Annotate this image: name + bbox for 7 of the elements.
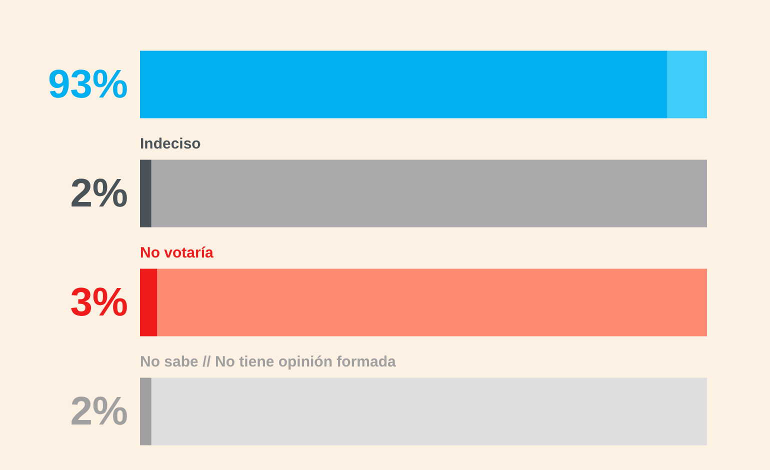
y-tick-label: No votaría — [140, 244, 214, 262]
data-label: 2% — [70, 390, 128, 434]
y-tick-label: Indeciso — [140, 135, 201, 152]
data-label: 2% — [70, 172, 128, 216]
y-tick-label: No sabe // No tiene opinión formada — [140, 353, 397, 370]
data-label: 93% — [48, 62, 128, 107]
data-label: 3% — [70, 280, 128, 325]
